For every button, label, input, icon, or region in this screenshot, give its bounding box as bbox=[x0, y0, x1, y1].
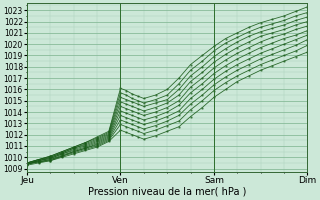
X-axis label: Pression niveau de la mer( hPa ): Pression niveau de la mer( hPa ) bbox=[88, 187, 246, 197]
